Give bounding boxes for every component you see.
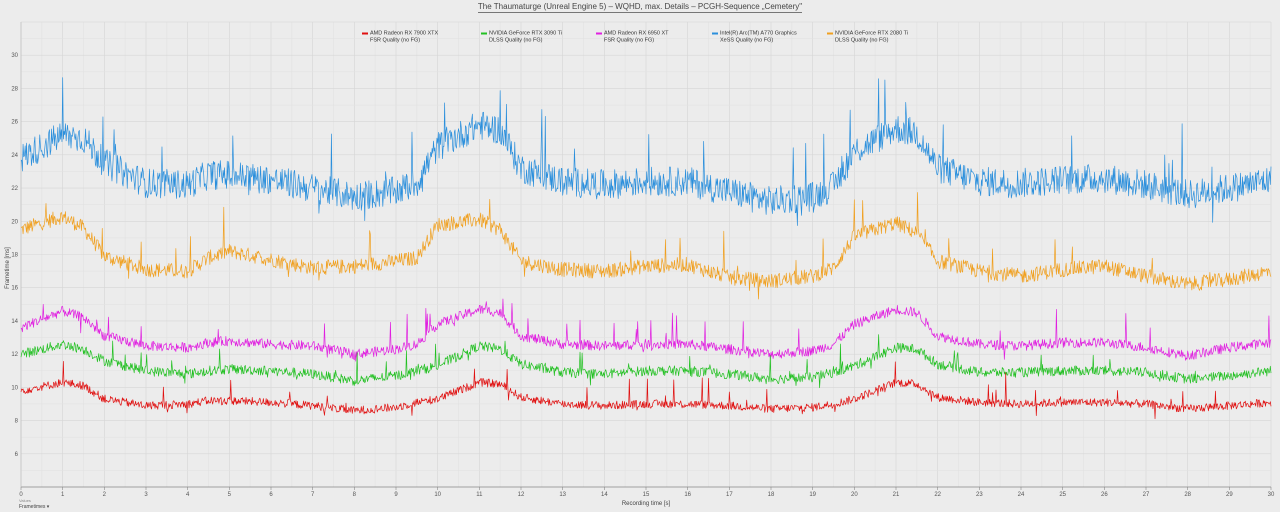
series-line [20, 298, 1272, 362]
y-tick-label: 16 [11, 286, 18, 292]
x-tick-label: 7 [311, 492, 315, 498]
legend-swatch [481, 32, 487, 35]
x-axis-label: Recording time [s] [622, 501, 671, 507]
legend-label: Intel(R) Arc(TM) A770 Graphics [720, 31, 797, 37]
x-tick-label: 9 [394, 492, 398, 498]
x-tick-label: 5 [228, 492, 232, 498]
y-axis-label: Frametime [ms] [5, 247, 11, 289]
y-tick-label: 12 [11, 352, 18, 358]
legend-swatch [596, 32, 602, 35]
legend-sublabel: DLSS Quality (no FG) [835, 38, 889, 44]
chart-ticks: 0 1 2 3 4 5 6 7 8 9 10 11 12 13 14 15 16 17 18 19 20 21 22 23 24… [11, 53, 1275, 498]
y-tick-label: 24 [11, 153, 18, 159]
chart-grid [20, 21, 1272, 488]
x-tick-label: 21 [893, 492, 900, 498]
legend-sublabel: FSR Quality (no FG) [604, 38, 654, 44]
series-line [20, 192, 1272, 300]
legend-label: NVIDIA GeForce RTX 2080 Ti [835, 31, 908, 37]
y-tick-label: 18 [11, 253, 18, 259]
chart-title: The Thaumaturge (Unreal Engine 5) – WQHD… [0, 2, 1280, 13]
x-tick-label: 3 [144, 492, 148, 498]
y-tick-label: 14 [11, 319, 18, 325]
legend-sublabel: DLSS Quality (no FG) [489, 38, 543, 44]
y-tick-label: 10 [11, 385, 18, 391]
legend-sublabel: XeSS Quality (no FG) [720, 38, 773, 44]
y-tick-label: 8 [15, 419, 19, 425]
y-tick-label: 30 [11, 53, 18, 59]
x-tick-label: 0 [19, 492, 23, 498]
chevron-down-icon: ▾ [46, 504, 50, 510]
x-tick-label: 23 [976, 492, 983, 498]
y-tick-label: 28 [11, 86, 18, 92]
metric-selector-label: Frametimes [19, 504, 46, 510]
x-tick-label: 10 [434, 492, 441, 498]
x-tick-label: 19 [809, 492, 816, 498]
x-tick-label: 27 [1143, 492, 1150, 498]
metric-selector[interactable]: Frametimes ▾ [19, 504, 49, 510]
x-tick-label: 20 [851, 492, 858, 498]
chart-series [20, 77, 1272, 420]
x-tick-label: 29 [1226, 492, 1233, 498]
legend-swatch [362, 32, 368, 35]
x-tick-label: 12 [518, 492, 525, 498]
legend-label: NVIDIA GeForce RTX 3090 Ti [489, 31, 562, 37]
series-line [20, 77, 1272, 226]
x-tick-label: 22 [934, 492, 941, 498]
x-tick-label: 16 [684, 492, 691, 498]
legend-label: AMD Radeon RX 6950 XT [604, 31, 669, 37]
x-tick-label: 1 [61, 492, 65, 498]
x-tick-label: 8 [353, 492, 357, 498]
y-tick-label: 26 [11, 120, 18, 126]
series-line [20, 334, 1272, 389]
x-tick-label: 11 [476, 492, 483, 498]
legend-swatch [827, 32, 833, 35]
chart-title-text: The Thaumaturge (Unreal Engine 5) – WQHD… [477, 2, 803, 13]
x-tick-label: 4 [186, 492, 190, 498]
legend-sublabel: FSR Quality (no FG) [370, 38, 420, 44]
x-tick-label: 13 [559, 492, 566, 498]
x-tick-label: 18 [768, 492, 775, 498]
series-line [20, 361, 1272, 420]
y-tick-label: 6 [15, 452, 19, 458]
y-tick-label: 20 [11, 219, 18, 225]
x-tick-label: 24 [1018, 492, 1025, 498]
x-tick-label: 15 [643, 492, 650, 498]
x-tick-label: 14 [601, 492, 608, 498]
values-caption: Values [19, 498, 31, 503]
x-tick-label: 25 [1059, 492, 1066, 498]
x-tick-label: 30 [1268, 492, 1275, 498]
x-tick-label: 26 [1101, 492, 1108, 498]
x-tick-label: 17 [726, 492, 733, 498]
x-tick-label: 6 [269, 492, 273, 498]
x-tick-label: 28 [1184, 492, 1191, 498]
legend-swatch [712, 32, 718, 35]
y-tick-label: 22 [11, 186, 18, 192]
legend-label: AMD Radeon RX 7900 XTX [370, 31, 439, 37]
x-tick-label: 2 [103, 492, 107, 498]
